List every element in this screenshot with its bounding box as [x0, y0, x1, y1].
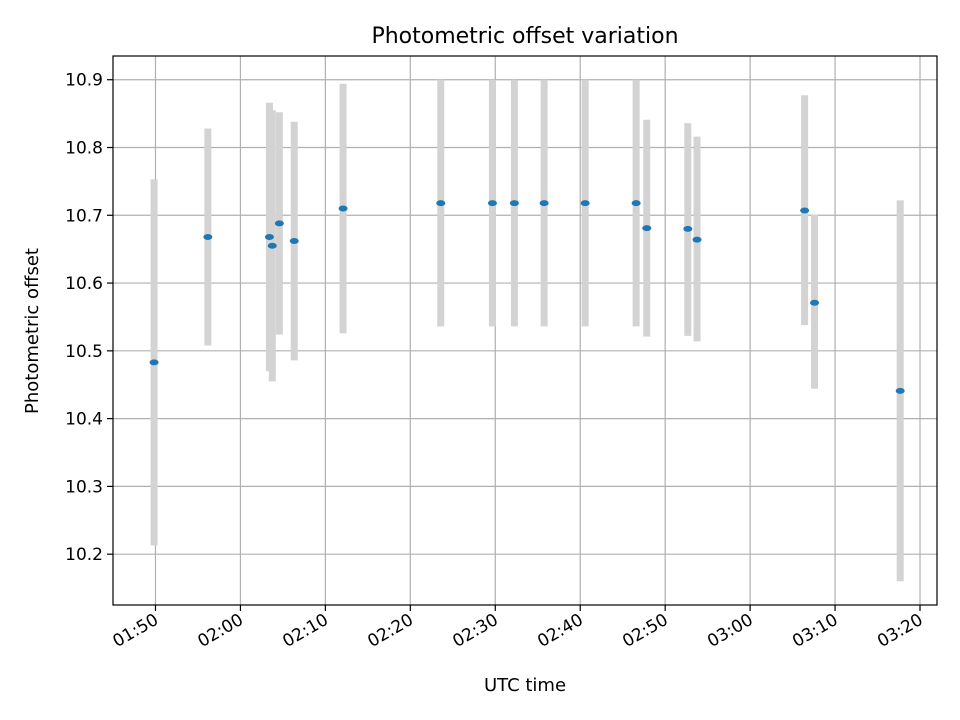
x-axis-label: UTC time — [484, 675, 566, 696]
data-point — [509, 200, 519, 207]
data-point — [642, 225, 652, 232]
data-points — [149, 200, 905, 394]
data-point — [274, 220, 284, 227]
data-point — [631, 200, 641, 207]
y-axis-ticks: 10.2 10.3 10.4 10.5 10.6 10.7 10.8 10.9 — [65, 71, 113, 565]
data-point — [149, 359, 159, 366]
data-point — [800, 207, 810, 214]
data-point — [487, 200, 497, 207]
data-point — [810, 299, 820, 306]
y-tick-label: 10.8 — [65, 139, 103, 159]
y-tick-label: 10.9 — [65, 71, 103, 91]
data-point — [436, 200, 446, 207]
plot-frame — [112, 55, 938, 606]
data-point — [683, 225, 693, 232]
data-point — [539, 200, 549, 207]
y-tick-label: 10.2 — [65, 545, 103, 565]
y-axis-label: Photometric offset — [22, 248, 43, 414]
y-tick-label: 10.5 — [65, 342, 103, 362]
data-point — [692, 236, 702, 243]
data-point — [267, 242, 277, 249]
y-tick-label: 10.4 — [65, 410, 103, 430]
data-point — [338, 205, 348, 212]
y-tick-label: 10.7 — [65, 206, 103, 226]
data-point — [580, 200, 590, 207]
y-tick-label: 10.3 — [65, 477, 103, 497]
y-tick-label: 10.6 — [65, 274, 103, 294]
data-point — [895, 387, 905, 394]
chart-title: Photometric offset variation — [371, 24, 678, 49]
data-point — [264, 233, 274, 240]
data-point — [203, 233, 213, 240]
data-point — [289, 238, 299, 245]
